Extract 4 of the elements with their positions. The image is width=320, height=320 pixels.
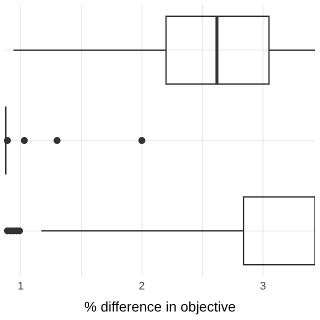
x-tick-label: 1 (18, 280, 24, 293)
x-tick-label: 2 (138, 280, 145, 293)
x-axis-title: % difference in objective (84, 298, 236, 314)
x-tick-label: 3 (260, 280, 266, 293)
